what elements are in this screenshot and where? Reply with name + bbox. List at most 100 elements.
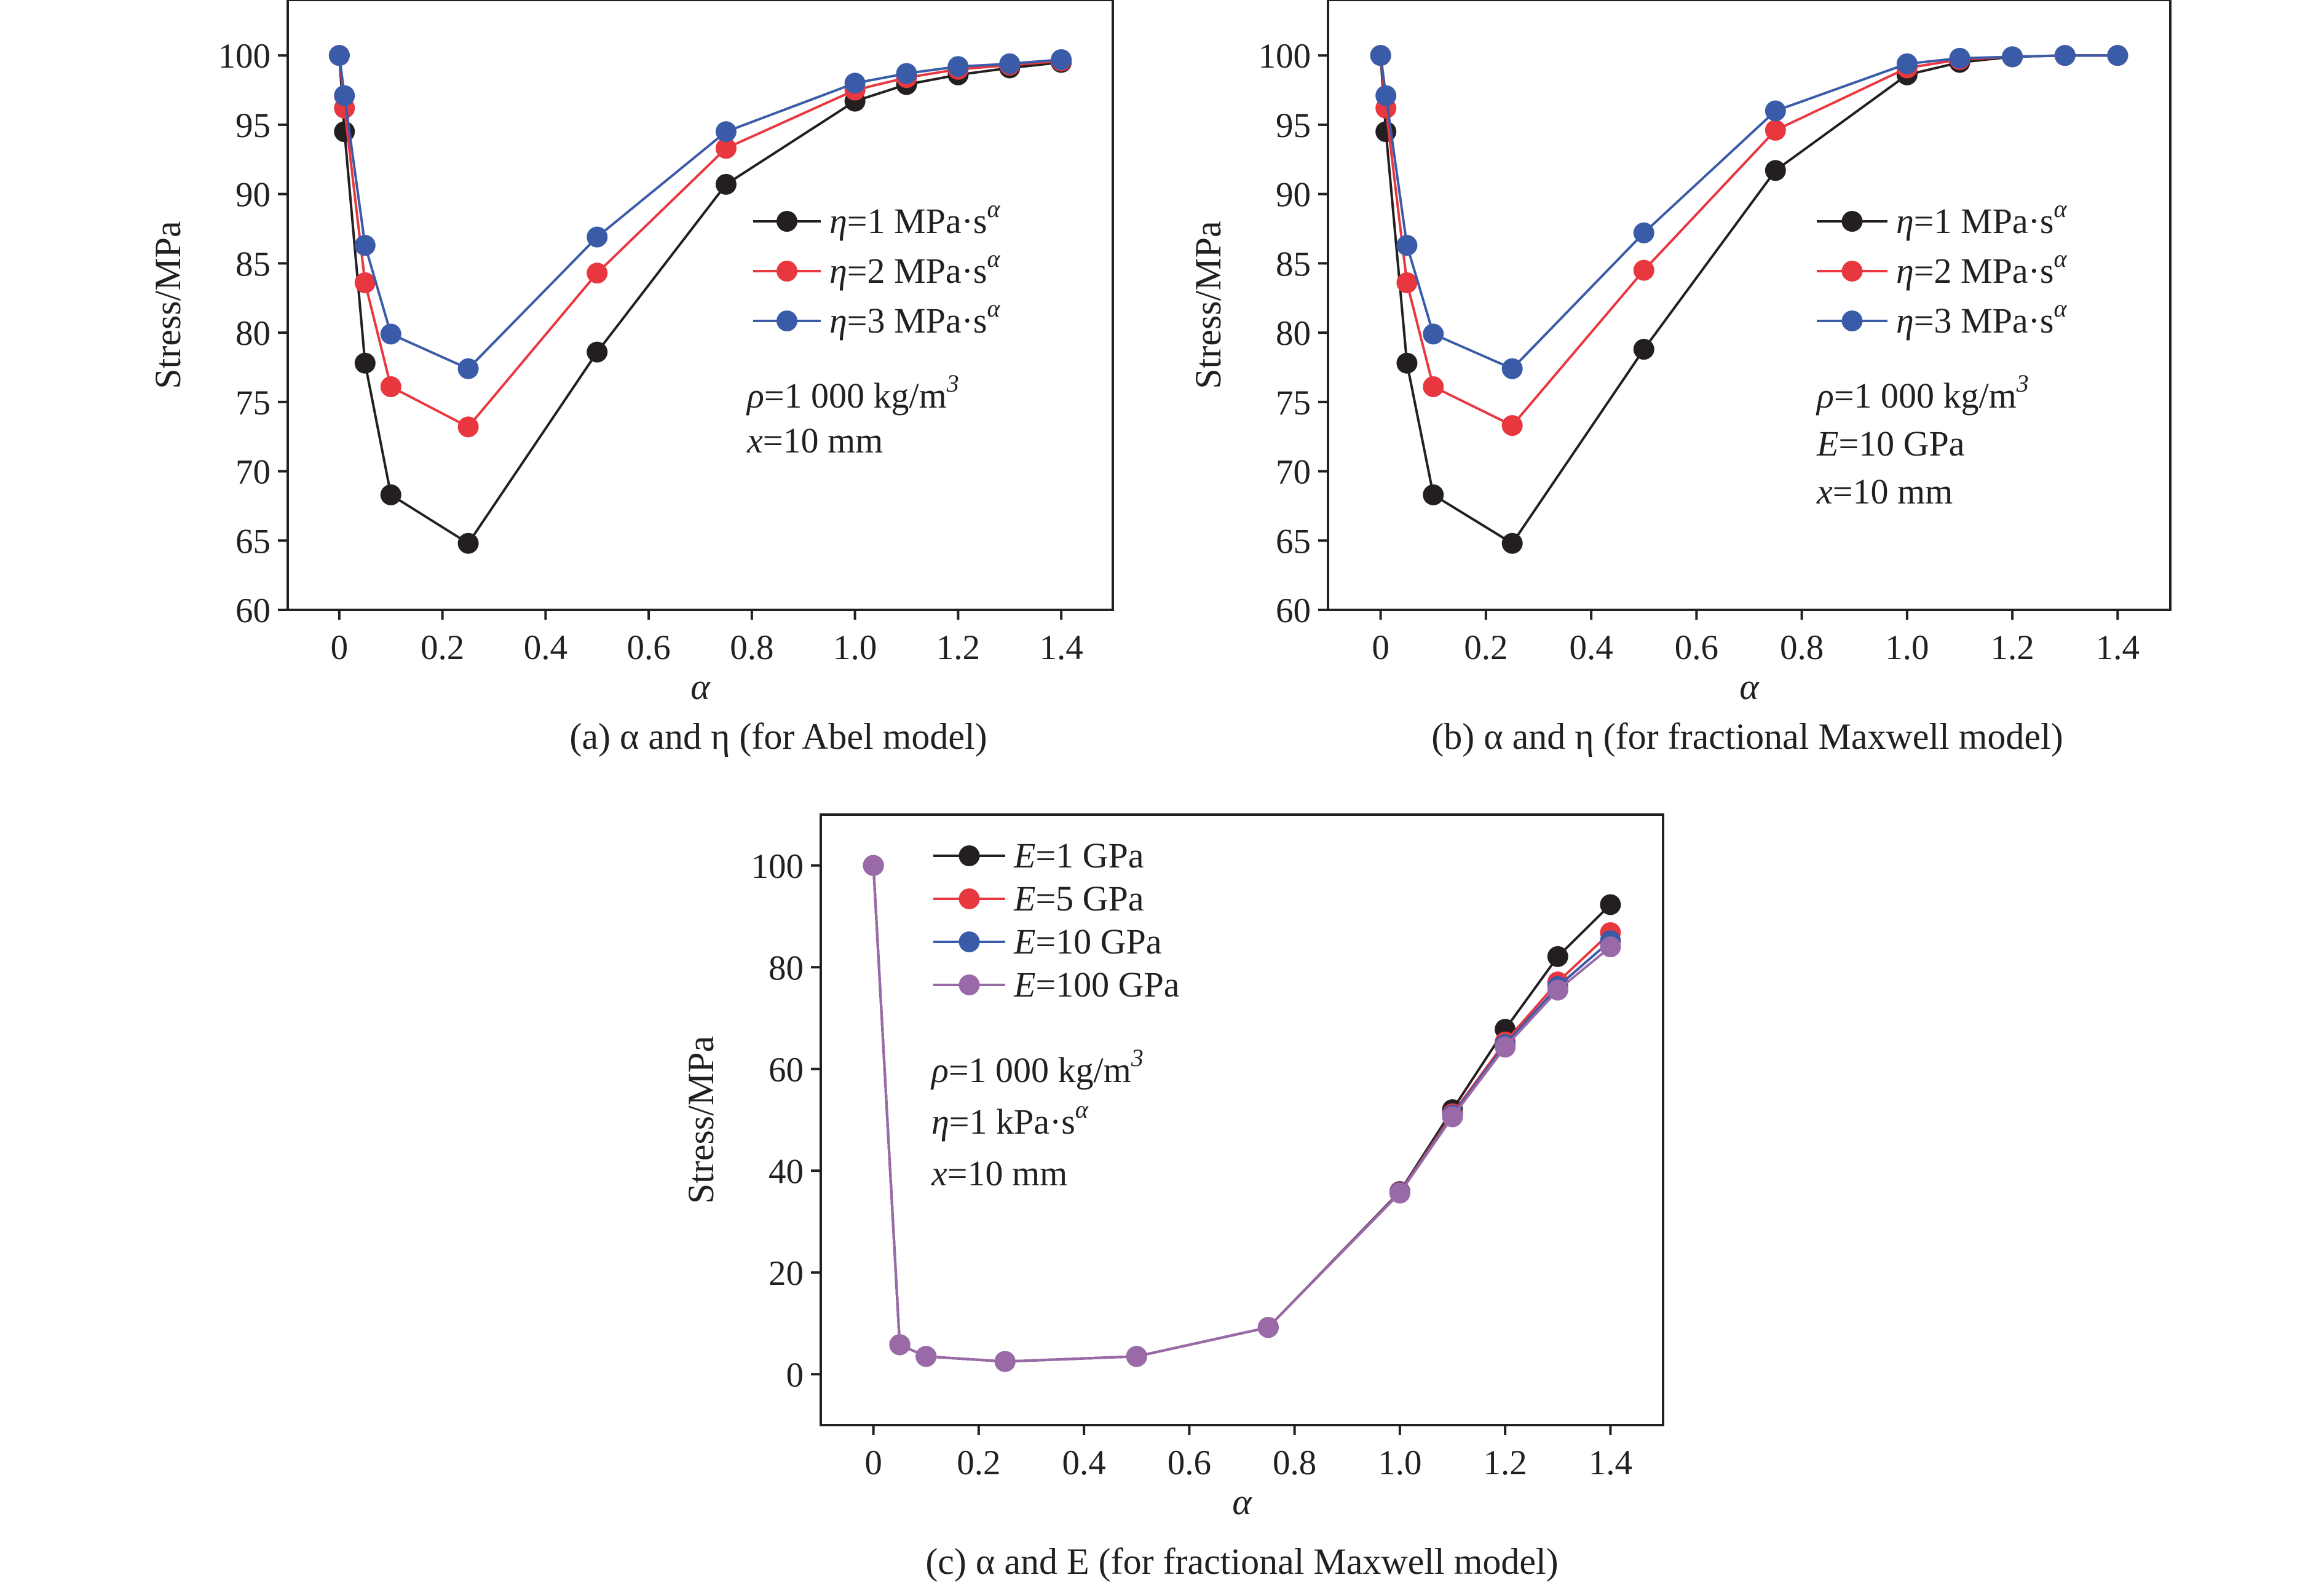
legend-entry-text: =1 MPa·s	[847, 201, 987, 241]
legend-entry-var: η	[829, 201, 847, 241]
x-tick-label: 0	[864, 1444, 882, 1482]
legend-entry-var: E	[1013, 965, 1035, 1005]
legend-entry: E=10 GPa	[1013, 922, 1162, 962]
legend-marker	[958, 845, 980, 866]
x-tick-label: 0.2	[421, 628, 464, 667]
x-tick-label: 1.0	[1885, 628, 1929, 667]
annotation-line-var: E	[1816, 424, 1838, 464]
panel-caption: (b) α and η (for fractional Maxwell mode…	[1431, 716, 2063, 757]
legend-entry: η=3 MPa·sα	[1896, 294, 2067, 341]
legend-entry-text: =10 GPa	[1035, 922, 1161, 962]
legend-marker	[958, 974, 980, 995]
annotation-line-var: x	[746, 421, 763, 460]
data-point	[1375, 85, 1397, 106]
legend-marker	[777, 211, 797, 232]
legend-entry-text: =3 MPa·s	[847, 301, 987, 341]
annotation-line-text: =1 kPa·s	[949, 1102, 1075, 1142]
annotation-line: ρ=1 000 kg/m3	[1816, 369, 2029, 416]
legend-entry-text: =2 MPa·s	[847, 251, 987, 291]
data-point	[1442, 1106, 1463, 1128]
annotation-line-sup: 3	[2016, 369, 2029, 397]
x-tick-label: 1.0	[1378, 1444, 1421, 1482]
data-point	[354, 235, 376, 256]
chart-panel-b: 0 0.2 0.4 0.6 0.8 1.0 1.2 1.4 60 65 70 75 80 85 90 95 10…	[1188, 0, 2172, 757]
data-point	[1765, 100, 1786, 122]
annotation-line-text: =1 000 kg/m	[1834, 376, 2017, 416]
series-line	[1379, 54, 2118, 545]
data-point	[2002, 46, 2023, 68]
y-tick-label: 20	[769, 1254, 804, 1293]
data-point	[1495, 1037, 1516, 1058]
x-tick-label: 0.8	[730, 628, 773, 667]
data-point	[1633, 259, 1654, 281]
annotation-line-text: =1 000 kg/m	[764, 376, 947, 416]
annotation: ρ=1 000 kg/m3 η=1 kPa·sα x=10 mm	[930, 1044, 1144, 1193]
y-tick-label: 60	[769, 1051, 804, 1089]
legend-entry-text: =1 GPa	[1035, 835, 1144, 875]
legend-marker	[958, 888, 980, 909]
series-4	[863, 855, 1621, 1372]
data-point	[1547, 946, 1568, 967]
y-tick-label: 65	[235, 522, 271, 561]
x-tick-label: 0.4	[524, 628, 567, 667]
legend-entry-var: η	[1896, 301, 1914, 341]
legend-entry-sup: α	[2053, 195, 2067, 223]
annotation-line-text: =10 GPa	[1838, 424, 1964, 464]
y-tick-label: 85	[235, 245, 271, 283]
legend-entry-var: E	[1013, 879, 1035, 918]
annotation-line-var: ρ	[930, 1050, 949, 1090]
legend-entry-text: =2 MPa·s	[1914, 251, 2054, 291]
x-tick-label: 1.4	[1589, 1444, 1632, 1482]
legend: η=1 MPa·sαη=2 MPa·sαη=3 MPa·sα	[753, 195, 1000, 341]
x-axis-label: α	[690, 666, 711, 707]
annotation-line-sup: 3	[1131, 1044, 1144, 1072]
x-tick-label: 0.2	[1464, 628, 1508, 667]
data-point	[2107, 45, 2128, 66]
plot-frame	[820, 813, 1664, 1426]
y-tick-label: 40	[769, 1152, 804, 1191]
data-point	[715, 138, 737, 159]
annotation-line-text: =10 mm	[763, 421, 883, 460]
data-point	[994, 1351, 1016, 1372]
x-tick-label: 0.6	[627, 628, 671, 667]
legend-entry-var: E	[1013, 835, 1035, 875]
legend-entry-text: =100 GPa	[1035, 965, 1179, 1005]
legend-entry-text: =5 GPa	[1035, 879, 1144, 918]
annotation-line-var: ρ	[1816, 376, 1834, 416]
data-point	[1501, 358, 1523, 379]
legend-marker	[958, 931, 980, 952]
data-point	[1370, 45, 1391, 66]
data-point	[1126, 1346, 1147, 1367]
data-point	[457, 532, 479, 554]
data-point	[1051, 49, 1072, 70]
legend-entry-text: =1 MPa·s	[1914, 201, 2054, 241]
data-point	[1949, 47, 1970, 69]
legend-entry: E=5 GPa	[1013, 879, 1144, 918]
data-point	[354, 352, 376, 374]
x-tick-label: 0.8	[1780, 628, 1824, 667]
annotation-line: x=10 mm	[931, 1153, 1067, 1193]
panel-caption: (a) α and η (for Abel model)	[569, 716, 987, 757]
data-point	[896, 63, 917, 84]
y-axis-label: Stress/MPa	[1188, 221, 1228, 389]
y-tick-label: 100	[751, 847, 804, 886]
data-point	[1501, 532, 1523, 554]
y-tick-label: 95	[235, 106, 271, 145]
data-point	[1547, 979, 1568, 1001]
y-tick-label: 70	[235, 453, 271, 492]
annotation-line-sup: α	[1075, 1096, 1089, 1123]
legend-marker	[777, 310, 797, 331]
data-point	[457, 416, 479, 438]
data-point	[1765, 119, 1786, 141]
annotation-line: E=10 GPa	[1816, 424, 1965, 464]
data-point	[863, 855, 884, 876]
annotation-line: x=10 mm	[746, 421, 883, 460]
data-point	[715, 173, 737, 195]
data-point	[2054, 45, 2076, 66]
y-tick-label: 65	[1276, 522, 1311, 561]
data-point	[915, 1346, 937, 1367]
legend-entry: η=3 MPa·sα	[829, 294, 1000, 341]
x-tick-label: 0.2	[957, 1444, 1000, 1482]
